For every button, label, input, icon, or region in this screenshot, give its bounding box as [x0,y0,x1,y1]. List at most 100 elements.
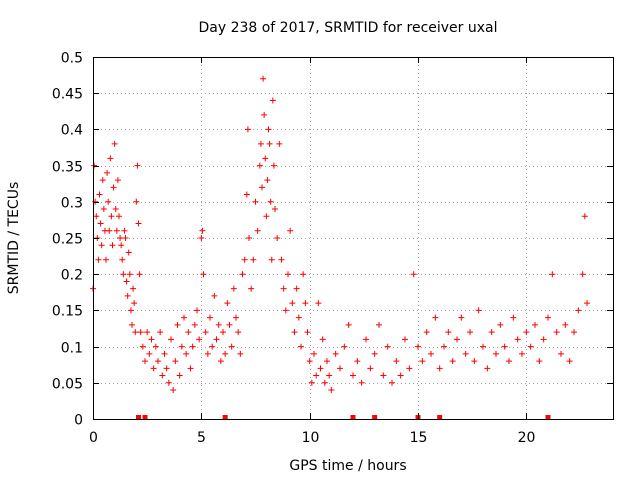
data-point [263,213,270,220]
data-point [200,271,207,278]
data-point [181,314,187,321]
data-point [575,307,582,314]
data-point [137,329,144,336]
data-point [510,314,517,321]
data-point [250,256,257,263]
data-point [159,372,166,379]
data-point [501,343,508,350]
data-point [139,343,146,350]
y-tick-label: 0.3 [61,196,83,212]
x-tick-label: 15 [410,430,428,446]
data-point [402,336,408,343]
data-point [228,343,235,350]
data-point [274,235,281,241]
data-point [267,198,274,205]
data-point [268,256,275,263]
data-point [454,336,460,343]
y-tick-label: 0.5 [61,51,83,67]
data-point [110,184,117,191]
data-point [211,292,218,299]
data-point [371,350,378,357]
data-point [95,256,102,263]
data-point [462,350,469,357]
data-point [119,256,126,263]
data-point [545,314,551,321]
data-point [261,111,268,118]
baseline-marker [142,415,148,420]
data-point [124,292,131,299]
data-point [571,329,577,336]
data-point [222,350,229,357]
data-point [125,249,132,256]
data-point [308,379,315,386]
data-point [289,300,296,307]
data-point [170,387,177,394]
data-point [406,365,413,372]
data-point [393,358,400,365]
data-point [345,321,352,328]
data-point [449,358,456,365]
data-point [244,126,251,133]
data-point [295,314,302,321]
data-point [272,206,278,213]
data-point [566,358,573,365]
data-point [117,235,124,241]
baseline-marker [545,415,551,420]
data-point [532,321,538,328]
data-points [90,75,590,394]
data-point [133,198,140,205]
data-point [109,242,116,249]
data-point [152,343,159,350]
data-point [419,358,426,365]
data-point [471,358,478,365]
x-tick-label: 0 [89,430,98,446]
data-point [428,350,434,357]
data-point [278,256,285,263]
data-point [384,343,391,350]
data-point [506,358,512,365]
y-axis-label: SRMTID / TECUs [6,182,22,295]
data-point [558,350,564,357]
data-point [246,235,252,241]
data-point [410,271,417,278]
data-point [287,227,294,234]
data-point [146,350,153,357]
data-point [98,242,105,249]
data-point [120,271,127,278]
data-point [144,329,151,336]
data-point [198,235,205,241]
data-point [306,358,313,365]
data-point [104,169,111,176]
data-point [196,336,203,343]
y-tick-label: 0 [74,413,83,429]
data-point [553,329,560,336]
data-point [341,343,348,350]
data-point [241,256,248,263]
data-point [337,365,343,372]
data-point [354,358,361,365]
data-point [254,227,261,234]
data-point [562,321,569,328]
data-point [99,177,106,184]
data-point [129,321,135,328]
data-point [132,329,139,336]
x-tick-label: 20 [518,430,536,446]
data-point [315,300,322,307]
data-point [282,307,289,314]
data-point [114,177,121,184]
data-point [445,329,452,336]
data-point [131,300,138,307]
data-point [358,379,365,386]
data-point [376,321,382,328]
data-point [260,75,267,82]
data-point [311,350,317,357]
data-point [497,321,504,328]
data-point [163,365,170,372]
data-point [302,300,309,307]
data-point [91,162,98,169]
data-point [319,336,326,343]
data-point [415,343,421,350]
data-point [168,336,174,343]
data-point [239,271,246,278]
data-point [536,358,543,365]
